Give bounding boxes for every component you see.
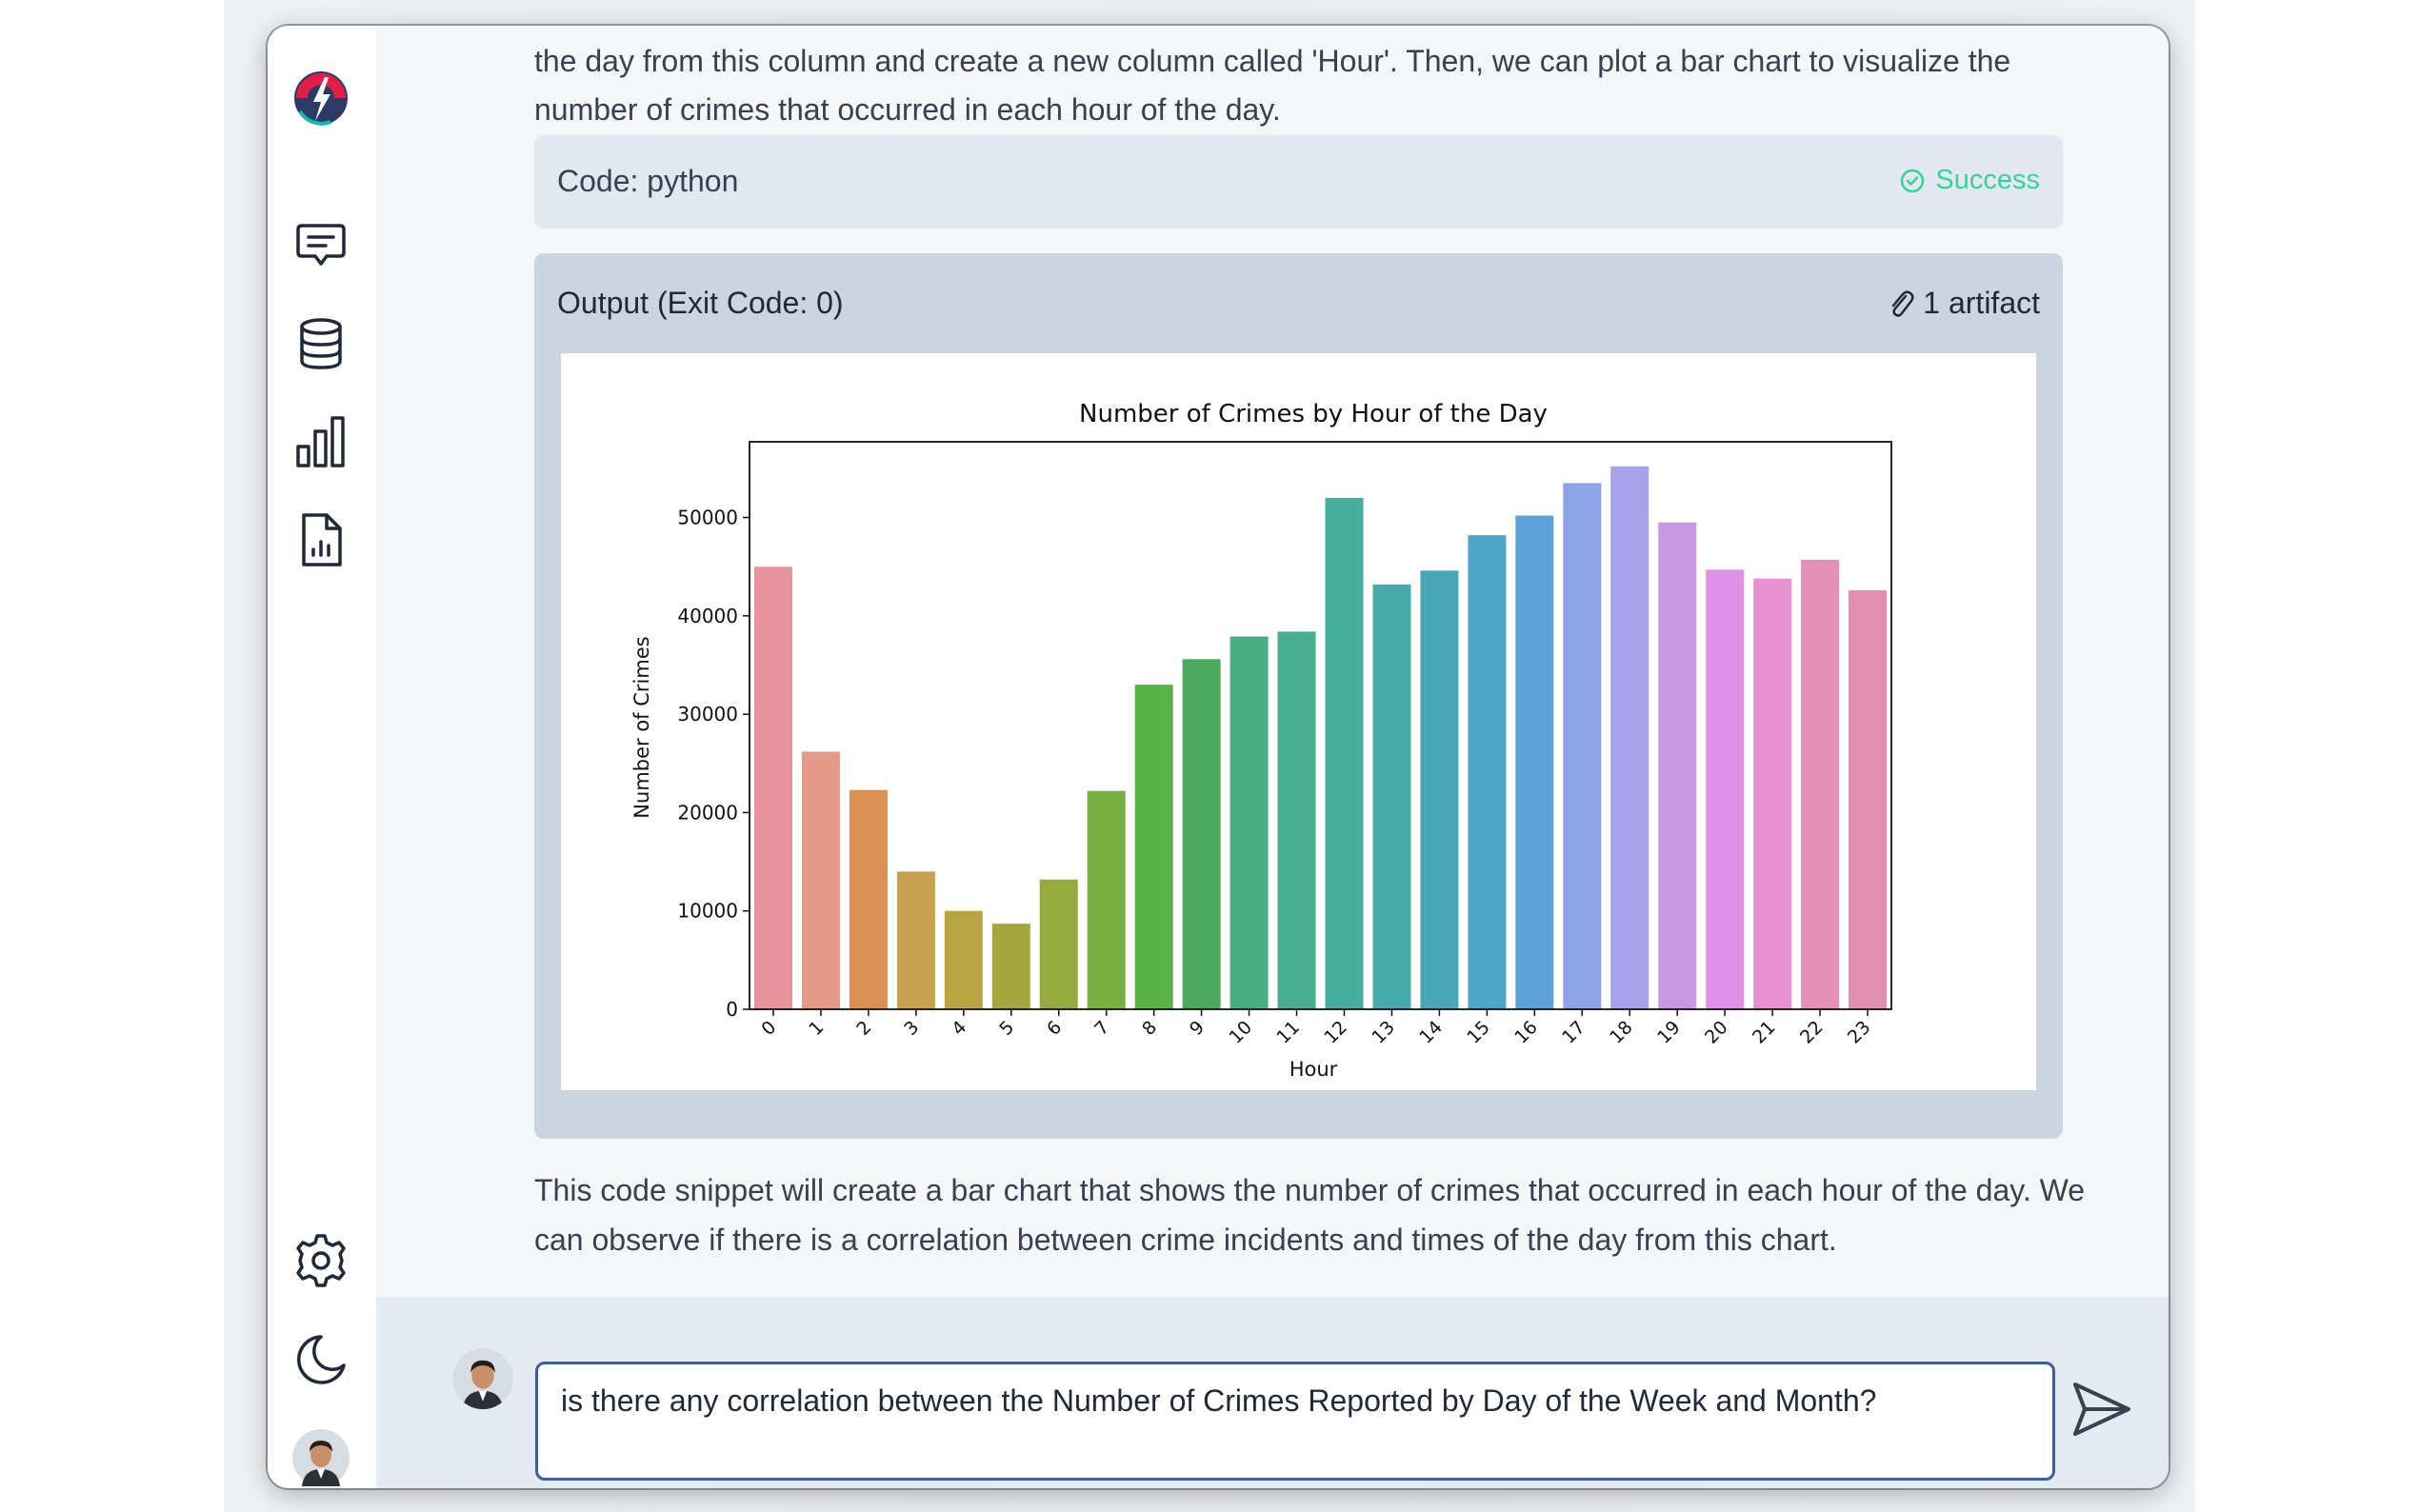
bar-hour-12: [1325, 497, 1364, 1009]
output-label: Output (Exit Code: 0): [557, 286, 844, 320]
y-tick-label: 20000: [677, 801, 738, 824]
status-badge: Success: [1899, 165, 2040, 196]
x-tick-label: 18: [1606, 1017, 1637, 1048]
input-user-avatar: [452, 1348, 513, 1409]
x-tick-label: 10: [1225, 1017, 1256, 1048]
bar-hour-8: [1134, 685, 1173, 1009]
x-tick-label: 1: [805, 1017, 828, 1040]
x-tick-label: 7: [1090, 1017, 1113, 1040]
bar-hour-2: [849, 789, 888, 1009]
y-tick-label: 10000: [677, 900, 738, 923]
x-tick-label: 23: [1844, 1017, 1875, 1048]
bar-hour-6: [1039, 879, 1078, 1009]
output-block: Output (Exit Code: 0) 1 artifact Number …: [534, 253, 2063, 1139]
x-tick-label: 16: [1510, 1017, 1542, 1048]
bar-hour-4: [944, 910, 983, 1009]
chat-panel: the day from this column and create a ne…: [376, 26, 2169, 1488]
x-tick-label: 8: [1138, 1017, 1161, 1040]
input-bar: [376, 1297, 2169, 1488]
app-window: the day from this column and create a ne…: [268, 26, 2169, 1488]
bar-hour-1: [802, 751, 840, 1009]
artifact-count: 1 artifact: [1923, 286, 2040, 320]
bars-group: [754, 466, 1887, 1009]
bar-hour-23: [1849, 590, 1887, 1009]
x-tick-label: 19: [1653, 1017, 1685, 1048]
bar-hour-3: [896, 871, 935, 1009]
bar-hour-0: [754, 567, 792, 1009]
y-tick-label: 0: [726, 998, 738, 1021]
x-tick-label: 3: [900, 1017, 923, 1040]
x-tick-label: 20: [1701, 1017, 1732, 1048]
app-logo-icon[interactable]: [289, 66, 353, 130]
code-language-label: Code: python: [557, 164, 739, 198]
x-tick-label: 14: [1415, 1017, 1447, 1048]
send-button[interactable]: [2068, 1375, 2136, 1443]
plot-frame: [749, 441, 1892, 1010]
assistant-message-intro: the day from this column and create a ne…: [534, 44, 2011, 127]
report-icon[interactable]: [289, 507, 353, 572]
y-axis-label: Number of Crimes: [630, 636, 653, 818]
y-tick-label: 50000: [677, 507, 738, 529]
user-avatar[interactable]: [289, 1425, 353, 1488]
x-tick-label: 12: [1320, 1017, 1351, 1048]
x-tick-label: 21: [1749, 1017, 1780, 1048]
y-tick-label: 40000: [677, 605, 738, 627]
bar-hour-16: [1515, 515, 1554, 1009]
bar-hour-18: [1610, 466, 1649, 1009]
x-tick-label: 11: [1272, 1017, 1304, 1048]
chat-input[interactable]: [535, 1362, 2055, 1481]
bar-hour-21: [1753, 578, 1792, 1009]
bar-hour-10: [1229, 636, 1269, 1009]
x-tick-label: 2: [852, 1017, 875, 1040]
bar-hour-5: [991, 924, 1030, 1009]
bar-hour-11: [1277, 631, 1316, 1009]
x-tick-label: 22: [1796, 1017, 1828, 1048]
bar-hour-19: [1658, 522, 1697, 1009]
assistant-message-summary: This code snippet will create a bar char…: [534, 1173, 2086, 1257]
paperclip-icon: [1892, 289, 1914, 317]
x-tick-label: 13: [1368, 1017, 1399, 1048]
chart-title: Number of Crimes by Hour of the Day: [1079, 400, 1548, 428]
bar-hour-13: [1372, 584, 1411, 1009]
chat-icon[interactable]: [289, 212, 353, 277]
moon-icon[interactable]: [289, 1327, 353, 1392]
x-tick-label: 5: [995, 1017, 1018, 1040]
x-tick-label: 0: [757, 1017, 780, 1040]
database-icon[interactable]: [289, 311, 353, 376]
y-tick-label: 30000: [677, 703, 738, 726]
bar-hour-14: [1420, 570, 1459, 1009]
sidebar: [268, 26, 377, 1488]
check-circle-icon: [1901, 169, 1925, 192]
bar-hour-22: [1801, 560, 1840, 1009]
code-block-header[interactable]: Code: python Success: [534, 135, 2063, 229]
send-icon: [2073, 1383, 2130, 1436]
x-tick-label: 9: [1186, 1017, 1209, 1040]
bar-hour-9: [1182, 659, 1221, 1009]
x-tick-label: 17: [1558, 1017, 1589, 1048]
bar-chart-icon[interactable]: [289, 410, 353, 475]
x-tick-label: 6: [1043, 1017, 1066, 1040]
bar-chart: Number of Crimes by Hour of the Day Numb…: [630, 400, 1892, 1081]
status-text: Success: [1935, 165, 2040, 195]
settings-icon[interactable]: [289, 1228, 353, 1293]
artifact-link[interactable]: 1 artifact: [1887, 286, 2040, 321]
bar-hour-17: [1563, 483, 1602, 1009]
bar-hour-20: [1706, 569, 1745, 1009]
x-axis-label: Hour: [1289, 1058, 1338, 1081]
x-tick-label: 15: [1463, 1017, 1494, 1048]
bar-hour-15: [1468, 535, 1507, 1009]
x-tick-label: 4: [948, 1017, 970, 1040]
bar-hour-7: [1087, 790, 1126, 1009]
chart-artifact: Number of Crimes by Hour of the Day Numb…: [561, 353, 2036, 1090]
